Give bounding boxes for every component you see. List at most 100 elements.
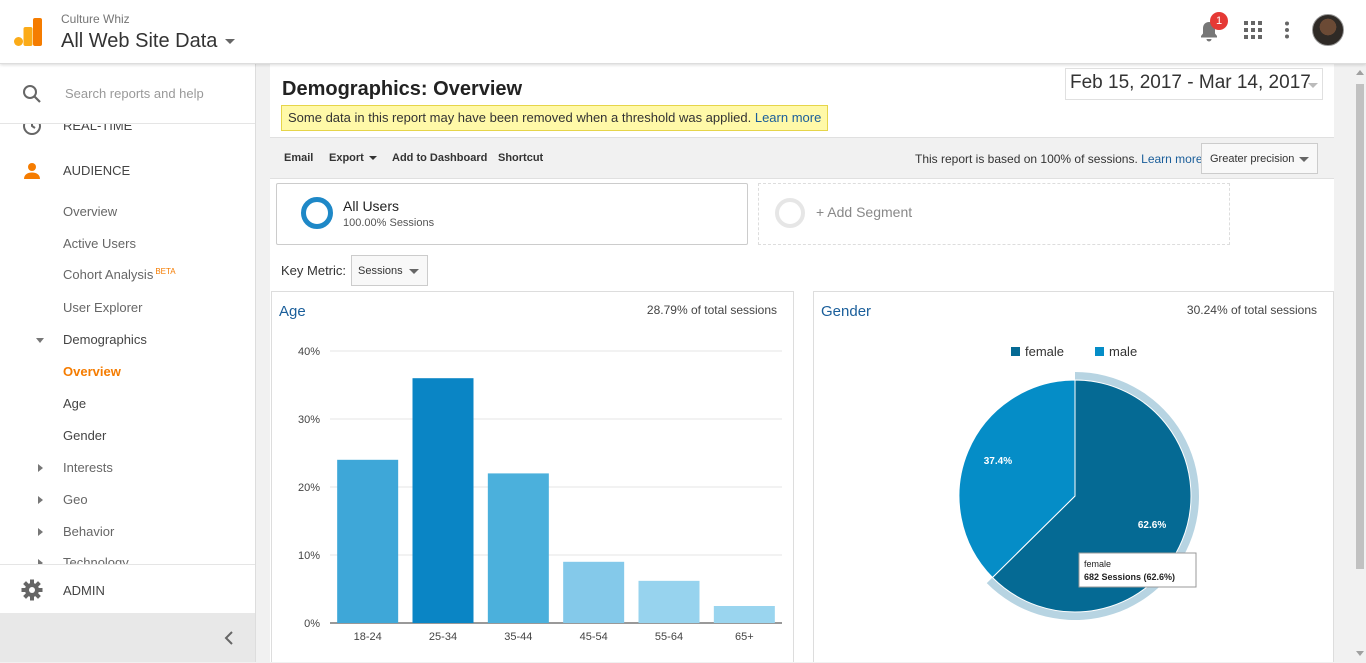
email-label: Email	[284, 152, 314, 164]
analytics-logo-icon[interactable]	[14, 18, 42, 46]
shortcut-button[interactable]: Shortcut	[498, 152, 543, 164]
person-icon	[24, 163, 40, 179]
segment-sessions: 100.00% Sessions	[343, 217, 435, 229]
precision-select[interactable]: Greater precision	[1201, 143, 1318, 174]
search-input[interactable]: Search reports and help	[65, 86, 204, 101]
scroll-thumb[interactable]	[1356, 84, 1364, 569]
sidebar-item-label: ADMIN	[63, 583, 105, 598]
add-segment-button[interactable]: + Add Segment	[758, 183, 1230, 245]
tooltip-value: 682 Sessions (62.6%)	[1084, 572, 1175, 582]
scroll-down-icon[interactable]	[1356, 651, 1364, 656]
age-panel-note: 28.79% of total sessions	[646, 303, 777, 317]
age-bar-18-24[interactable]	[337, 459, 399, 623]
expand-right-icon	[38, 496, 43, 504]
cohort-label: Cohort Analysis	[63, 267, 154, 282]
date-range-value: Feb 15, 2017 - Mar 14, 2017	[1070, 72, 1311, 93]
key-metric-label: Key Metric:	[281, 263, 347, 278]
apps-grid-icon[interactable]	[1244, 21, 1262, 39]
x-tick-label: 55-64	[655, 631, 683, 643]
sidebar-item-admin[interactable]: ADMIN	[0, 564, 255, 614]
segment-placeholder-ring-icon	[775, 198, 805, 228]
age-bar-chart: 0% 10% 20% 30% 40% 18-24 25-34 35-44 45-54 55-64 6…	[298, 346, 782, 643]
collapse-sidebar-button[interactable]	[0, 613, 255, 662]
x-tick-label: 35-44	[504, 631, 532, 643]
sidebar-item-label: User Explorer	[63, 300, 143, 315]
beta-badge: BETA	[155, 267, 176, 276]
y-tick-label: 10%	[298, 550, 320, 562]
date-range-picker[interactable]: Feb 15, 2017 - Mar 14, 2017	[1065, 68, 1323, 100]
gender-panel-title[interactable]: Gender	[821, 303, 872, 320]
pie-slice-male[interactable]	[958, 379, 1076, 579]
scroll-up-icon[interactable]	[1356, 70, 1364, 75]
age-panel-title[interactable]: Age	[279, 303, 306, 320]
x-tick-label: 18-24	[354, 631, 382, 643]
segment-ring-icon	[301, 197, 333, 229]
property-view-label: All Web Site Data	[61, 30, 218, 52]
age-bar-25-34[interactable]	[412, 378, 474, 623]
y-tick-label: 40%	[298, 346, 320, 358]
sidebar-item-label: Behavior	[63, 524, 115, 539]
chevron-down-icon	[409, 269, 419, 274]
export-label: Export	[329, 152, 364, 164]
sidebar-item-label: Age	[63, 396, 87, 411]
pie-tooltip: female 682 Sessions (62.6%)	[1078, 552, 1197, 588]
export-button[interactable]: Export	[329, 152, 377, 164]
search-reports[interactable]: Search reports and help	[0, 64, 255, 124]
gender-panel-note: 30.24% of total sessions	[1186, 303, 1317, 317]
legend-label-female[interactable]: female	[1025, 344, 1064, 359]
chevron-down-icon	[225, 39, 236, 44]
page-scrollbar[interactable]	[1354, 64, 1366, 662]
x-tick-label: 45-54	[580, 631, 608, 643]
notice-learn-more-link[interactable]: Learn more	[754, 110, 822, 125]
age-panel: Age 28.79% of total sessions 0% 10% 20% 30%…	[271, 291, 794, 662]
sidebar-item-label: Demographics	[63, 332, 147, 347]
chevron-down-icon	[368, 156, 377, 160]
gender-panel: Gender 30.24% of total sessions female ma…	[813, 291, 1334, 662]
legend-swatch-female	[1011, 347, 1020, 356]
legend-swatch-male	[1095, 347, 1104, 356]
property-view-selector[interactable]: All Web Site Data	[61, 30, 236, 53]
email-button[interactable]: Email	[284, 152, 313, 164]
age-bar-55-64[interactable]	[638, 580, 700, 623]
expand-right-icon	[38, 528, 43, 536]
chevron-left-icon	[224, 631, 233, 645]
sidebar-item-label: Gender	[63, 428, 107, 443]
age-bar-45-54[interactable]	[563, 561, 625, 623]
y-tick-label: 20%	[298, 482, 320, 494]
tooltip-title: female	[1084, 559, 1111, 569]
expand-right-icon	[38, 464, 43, 472]
tooltip-box	[1078, 552, 1197, 588]
more-vert-icon[interactable]	[1284, 21, 1290, 39]
notifications-button[interactable]: 1	[1198, 12, 1228, 44]
sidebar-item-label: Cohort Analysis BETA	[63, 267, 176, 282]
search-icon	[23, 85, 41, 103]
expand-right-icon	[38, 559, 43, 567]
main-content: Demographics: Overview Feb 15, 2017 - Ma…	[270, 64, 1334, 662]
y-tick-label: 30%	[298, 414, 320, 426]
gear-icon	[21, 579, 43, 601]
notice-text: Some data in this report may have been r…	[288, 110, 752, 125]
notification-badge: 1	[1210, 12, 1228, 30]
age-bar-35-44[interactable]	[487, 473, 549, 623]
sidebar: Search reports and help REAL-TIME AUDIEN…	[0, 64, 256, 662]
sidebar-item-label: AUDIENCE	[63, 163, 131, 178]
legend-label-male[interactable]: male	[1109, 344, 1137, 359]
key-metric-select[interactable]: Sessions	[351, 255, 428, 286]
sidebar-item-label: Geo	[63, 492, 88, 507]
sidebar-item-label: Overview	[63, 204, 118, 219]
report-toolbar: Email Export Add to Dashboard Shortcut T…	[270, 137, 1334, 179]
age-bar-65+[interactable]	[713, 606, 775, 623]
sampling-learn-more-link[interactable]: Learn more	[1141, 152, 1203, 166]
user-avatar[interactable]	[1312, 14, 1344, 46]
segment-all-users[interactable]: All Users 100.00% Sessions	[276, 183, 748, 245]
key-metric-value: Sessions	[358, 265, 403, 277]
chevron-down-icon	[1299, 157, 1309, 162]
x-tick-label: 65+	[735, 631, 754, 643]
add-to-dashboard-button[interactable]: Add to Dashboard	[392, 152, 487, 164]
sidebar-item-label: Overview	[63, 364, 121, 379]
pie-label-female: 62.6%	[1138, 520, 1166, 531]
top-bar: Culture Whiz All Web Site Data 1	[0, 0, 1366, 64]
chevron-down-icon	[1308, 83, 1318, 88]
account-name: Culture Whiz	[61, 12, 130, 26]
x-tick-label: 25-34	[429, 631, 457, 643]
